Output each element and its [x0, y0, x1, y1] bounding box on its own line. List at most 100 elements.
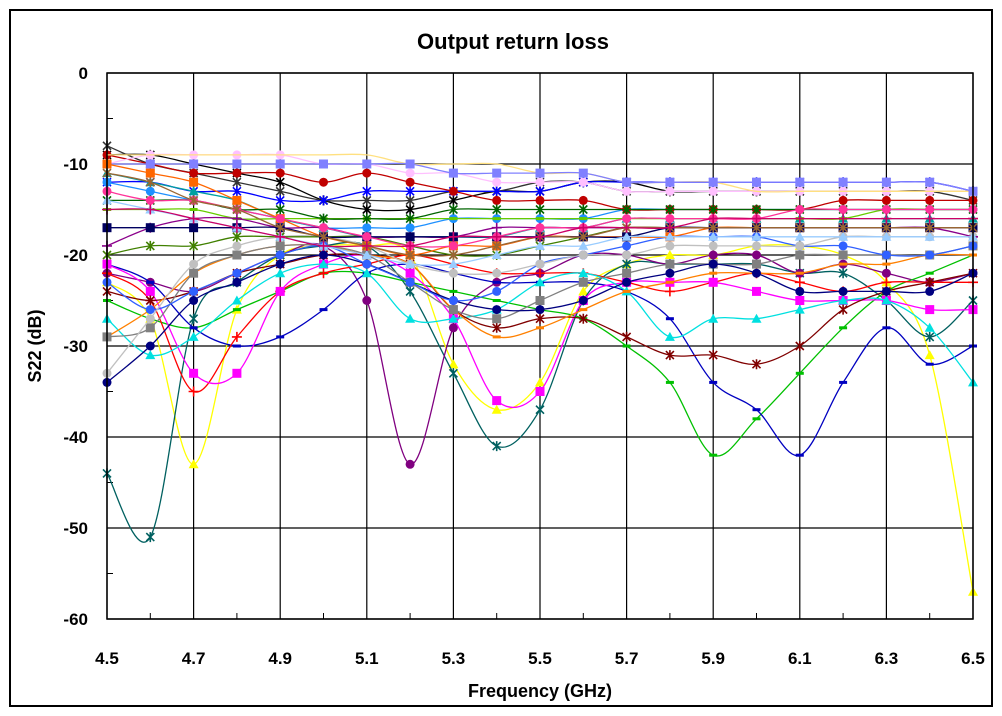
data-point	[492, 335, 501, 339]
data-point	[621, 222, 632, 233]
data-point	[448, 296, 458, 305]
data-point	[794, 304, 805, 314]
y-tick-label: -50	[63, 519, 88, 538]
data-point	[232, 195, 242, 205]
data-point	[924, 322, 935, 332]
data-point	[795, 205, 805, 214]
data-point	[319, 308, 328, 312]
data-point	[535, 268, 545, 279]
data-point	[362, 204, 372, 215]
data-point	[536, 326, 544, 330]
data-point	[622, 204, 632, 215]
data-point	[751, 231, 762, 241]
data-point	[535, 168, 545, 178]
data-point	[838, 222, 848, 233]
x-tick-labels: 4.5 4.7 4.9 5.1 5.3 5.5 5.7 5.9 6.1 6.3 6.5	[95, 649, 985, 668]
data-point	[535, 204, 545, 215]
series-5	[103, 262, 977, 457]
data-point	[579, 308, 588, 312]
data-point	[146, 280, 155, 284]
series-30	[102, 186, 978, 251]
data-point	[275, 259, 285, 269]
y-tick-label: 0	[79, 64, 88, 83]
data-point	[492, 168, 502, 178]
data-point	[492, 186, 502, 197]
data-point	[838, 177, 848, 187]
data-point	[925, 177, 935, 187]
data-point	[795, 250, 805, 260]
data-point	[708, 313, 719, 323]
data-point	[535, 296, 545, 305]
data-point	[145, 195, 155, 205]
data-point	[795, 222, 805, 233]
data-point	[189, 296, 199, 305]
data-point	[708, 277, 718, 287]
data-point	[708, 204, 718, 215]
data-point	[665, 350, 675, 361]
data-point	[665, 259, 675, 269]
data-point	[708, 259, 718, 269]
data-point	[232, 250, 242, 260]
data-point	[275, 177, 285, 188]
data-point	[362, 223, 372, 233]
data-point	[665, 204, 675, 215]
data-point	[405, 168, 415, 178]
x-tick-label: 6.5	[961, 649, 985, 668]
data-point	[838, 250, 848, 260]
data-point	[188, 213, 199, 224]
data-point	[492, 195, 502, 205]
data-point	[882, 262, 891, 266]
data-point	[881, 195, 891, 205]
y-tick-label: -10	[63, 155, 88, 174]
data-point	[318, 259, 329, 269]
x-tick-label: 4.7	[182, 649, 206, 668]
data-point	[319, 223, 328, 233]
data-point	[708, 213, 719, 224]
data-point	[188, 331, 199, 341]
data-point	[492, 396, 502, 406]
data-point	[275, 168, 285, 178]
data-point	[839, 380, 848, 384]
data-point	[535, 277, 545, 287]
data-point	[751, 313, 762, 323]
series-33	[102, 204, 978, 251]
data-point	[362, 186, 372, 197]
data-point	[448, 231, 459, 242]
y-tick-labels: 0 -10 -20 -30 -40 -50 -60	[63, 64, 88, 629]
x-tick-label: 4.5	[95, 649, 119, 668]
series-8	[102, 259, 978, 387]
data-point	[405, 240, 416, 251]
data-point	[189, 368, 199, 378]
data-point	[925, 250, 935, 260]
data-point	[145, 223, 155, 233]
data-point	[232, 308, 241, 312]
data-point	[579, 217, 588, 221]
data-point	[622, 344, 631, 348]
data-point	[665, 241, 675, 251]
data-point	[622, 214, 632, 224]
y-axis-label: S22 (dB)	[25, 309, 45, 382]
data-point	[881, 286, 891, 296]
data-point	[145, 532, 155, 543]
data-point	[318, 240, 329, 251]
data-point	[492, 441, 502, 452]
data-point	[578, 222, 589, 233]
data-point	[275, 214, 285, 224]
data-point	[449, 217, 458, 221]
data-point	[622, 259, 632, 270]
data-point	[881, 213, 892, 224]
data-point	[795, 271, 804, 275]
data-point	[492, 280, 501, 284]
data-point	[275, 222, 285, 233]
data-point	[362, 213, 372, 224]
data-point	[448, 323, 458, 333]
data-point	[622, 177, 632, 187]
data-point	[232, 204, 242, 215]
data-point	[361, 240, 372, 251]
data-point	[664, 331, 675, 341]
data-point	[232, 186, 242, 197]
data-point	[838, 295, 849, 305]
data-point	[492, 268, 502, 278]
data-point	[709, 271, 718, 275]
y-tick-label: -30	[63, 337, 88, 356]
